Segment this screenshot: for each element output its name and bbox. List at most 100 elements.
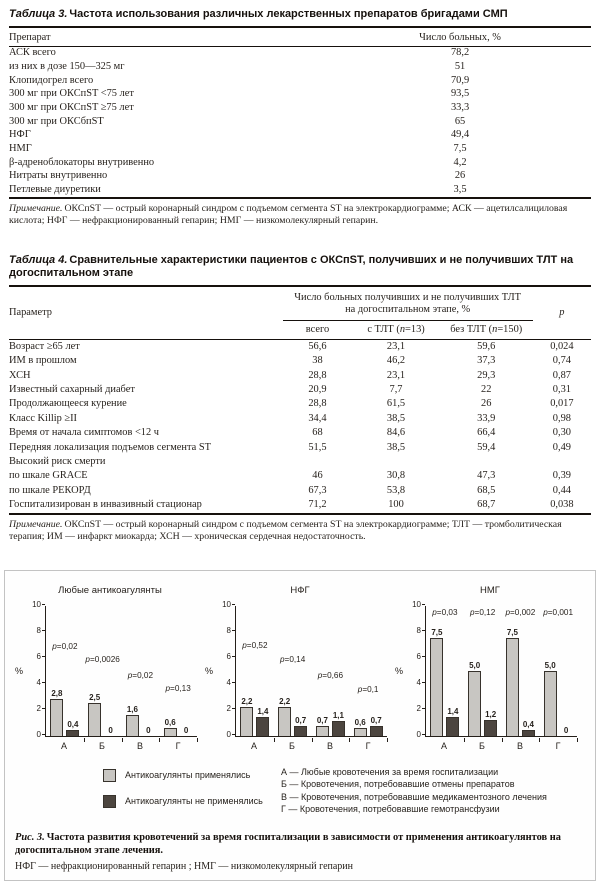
chart-area: % 0 2 4 6 8 10 p=0,52 p=0,14 p=0,66 p=0,1 2,2 1,4 2,2…	[205, 601, 395, 742]
y-tick-label: 6	[37, 653, 45, 661]
table4-cell: 56,6	[308, 340, 327, 352]
p-value-label: p=0,02	[127, 670, 154, 680]
table4-header-group: Число больных получивших и не получивших…	[282, 285, 533, 321]
y-tick-label: 4	[417, 679, 425, 687]
bar-no-anticoagulants	[294, 726, 308, 736]
bar-wrap: 0	[142, 726, 155, 736]
table4-cell: 30,8	[386, 470, 406, 482]
bar-value-label: 0,4	[522, 720, 534, 730]
table3-title-prefix: Таблица 3.	[9, 8, 68, 20]
bar-anticoagulants	[468, 670, 482, 736]
table4-subheader: с ТЛТ (n=13)	[352, 320, 440, 340]
table3-cell: Нитраты внутривенно	[9, 170, 108, 182]
category-notes: А — Любые кровотечения за время госпитал…	[281, 766, 585, 816]
y-tick-label: 10	[412, 601, 425, 609]
bar-wrap: 0,7	[315, 716, 329, 736]
bar-wrap: 1,4	[256, 707, 270, 736]
table3-row: 300 мг при ОКСпST ≥75 лет 33,3	[9, 101, 591, 115]
table4-cell: 67,3	[308, 484, 327, 496]
table4-cell: 33,9	[477, 412, 496, 424]
table3-row: β-адреноблокаторы внутривенно 4,2	[9, 156, 591, 170]
bar-value-label: 1,2	[485, 709, 497, 719]
table4-row: Время от начала симптомов <12 ч 68 84,6 66,…	[9, 426, 591, 440]
bar-wrap: 7,5	[505, 628, 519, 736]
table3-cell: 300 мг при ОКСбпST	[9, 115, 104, 127]
table4-cell: 26	[481, 398, 492, 410]
table4-cell	[533, 455, 591, 469]
y-tick-label: 8	[37, 627, 45, 635]
table3-row: Петлевые диуретики 3,5	[9, 183, 591, 198]
bar-anticoagulants	[505, 638, 519, 736]
x-axis-label: А	[60, 740, 67, 751]
table3-cell: 33,3	[450, 101, 470, 113]
table4-cell: 84,6	[386, 427, 406, 439]
x-tick-mark	[387, 737, 388, 742]
bar-group-Б: 5,0 1,2	[464, 606, 502, 736]
bar-value-label: 0	[146, 725, 151, 735]
table3-cell: Клопидогрел всего	[9, 74, 94, 86]
p-value-label: p=0,02	[52, 642, 78, 652]
table4-cell: 0,49	[552, 441, 571, 453]
chart-panel-title: НФГ	[290, 584, 310, 596]
legend-item: Антикоагулянты не применялись	[103, 794, 281, 808]
table4-cell: 23,1	[386, 340, 406, 352]
x-tick-mark	[83, 737, 85, 742]
table3-cell: Петлевые диуретики	[9, 183, 101, 195]
y-tick-mark	[422, 630, 425, 632]
x-axis-label: В	[326, 740, 333, 751]
table4-cell: ХСН	[9, 369, 31, 381]
bar-anticoagulants	[163, 727, 177, 736]
category-note: Б — Кровотечения, потребовавшие отмены п…	[281, 779, 515, 790]
bar-value-label: 7,5	[431, 628, 443, 638]
bar-group-В: 7,5 0,4	[502, 606, 540, 736]
table3-block: Таблица 3. Частота использования различны…	[9, 8, 591, 228]
bar-no-anticoagulants	[446, 717, 460, 736]
bar-anticoagulants	[315, 726, 329, 736]
table4-row: по шкале GRACE 46 30,8 47,3 0,39	[9, 469, 591, 483]
table4-title-prefix: Таблица 4.	[9, 253, 68, 266]
p-value-label: p=0,14	[279, 655, 306, 665]
table4-cell: 0,038	[550, 499, 574, 511]
bar-group-Г: 5,0 0	[539, 606, 577, 736]
y-tick-mark	[232, 682, 235, 684]
bar-value-label: 0,6	[164, 717, 176, 727]
y-tick-label: 6	[227, 653, 235, 661]
table4: Параметр Число больных получивших и не п…	[9, 284, 591, 515]
table4-cell: 59,6	[477, 340, 496, 352]
table4-cell: 34,4	[308, 412, 327, 424]
x-axis-label: В	[136, 740, 143, 751]
bar-value-label: 0	[183, 725, 189, 735]
table4-cell: 46,2	[386, 355, 406, 367]
table4-row: ХСН 28,8 23,1 29,3 0,87	[9, 369, 591, 383]
bar-wrap: 0	[180, 726, 193, 736]
table3-row: Нитраты внутривенно 26	[9, 170, 591, 184]
bar-value-label: 0,7	[316, 716, 328, 726]
bar-no-anticoagulants	[331, 721, 345, 736]
y-tick-mark	[42, 604, 45, 606]
table3-cell: НФГ	[9, 129, 31, 141]
table4-header-param: Параметр	[9, 285, 283, 340]
x-axis-label: Б	[99, 740, 105, 751]
table4-cell: Известный сахарный диабет	[9, 384, 135, 396]
bar-wrap: 5,0	[543, 661, 557, 736]
table4-cell: 0,017	[550, 398, 574, 410]
bar-anticoagulants	[240, 706, 254, 736]
category-note: А — Любые кровотечения за время госпитал…	[281, 766, 499, 777]
bar-wrap: 0,4	[66, 720, 80, 736]
figure-caption: Рис. 3. Частота развития кровотечений за …	[15, 831, 585, 857]
table3-row: из них в дозе 150—325 мг 51	[9, 60, 591, 74]
bar-value-label: 1,4	[447, 707, 459, 717]
table4-cell: 7,7	[389, 384, 403, 396]
x-axis-labels: А Б В Г	[235, 741, 387, 751]
chart-area: % 0 2 4 6 8 10 p=0,03 p=0,12 p=0,002 p=0,001 7,5 1,4…	[395, 601, 585, 742]
table4-cell: 0,31	[552, 384, 571, 396]
table4-cell: 59,4	[477, 441, 496, 453]
table3: Препарат Число больных, % АСК всего 78,2 и…	[9, 25, 591, 199]
table4-cell: 61,5	[386, 398, 406, 410]
p-value-label: p=0,13	[165, 683, 191, 693]
table4-cell: Передняя локализация подъемов сегмента S…	[9, 441, 211, 453]
y-tick-mark	[232, 708, 235, 710]
x-tick-mark	[349, 737, 351, 742]
table4-cell: Высокий риск смерти	[9, 456, 106, 468]
table3-cell: 3,5	[453, 183, 467, 195]
